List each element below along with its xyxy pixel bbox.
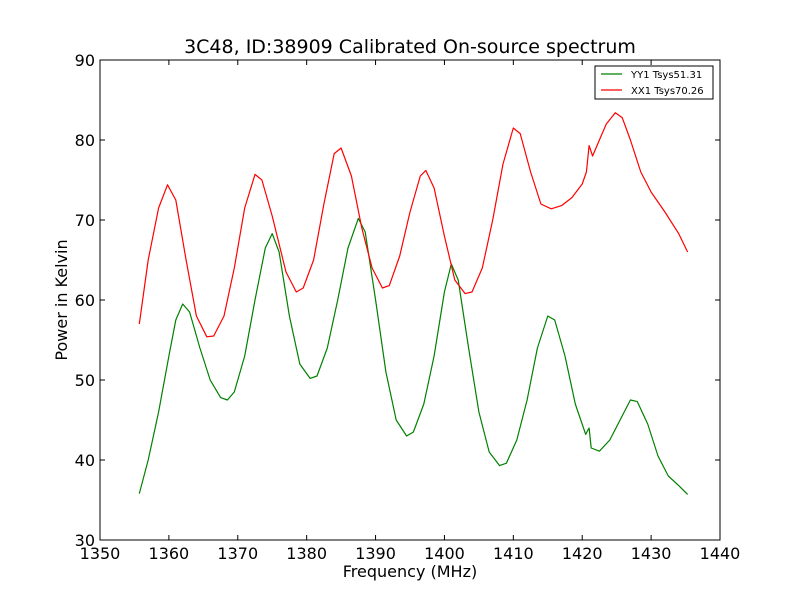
y-tick-label: 30: [75, 531, 95, 550]
y-axis-ticks: 30 40 50 60 70 80 90: [75, 51, 720, 550]
y-tick-label: 50: [75, 371, 95, 390]
y-axis-label: Power in Kelvin: [52, 239, 71, 360]
x-tick-label: 1420: [562, 544, 603, 563]
series-line-yy1: [138, 217, 689, 495]
x-tick-label: 1430: [631, 544, 672, 563]
legend-label-yy1: YY1 Tsys51.31: [630, 70, 702, 81]
y-tick-label: 60: [75, 291, 95, 310]
legend-label-xx1: XX1 Tsys70.26: [631, 86, 704, 97]
x-tick-label: 1360: [149, 544, 190, 563]
y-tick-label: 70: [75, 211, 95, 230]
x-tick-label: 1350: [80, 544, 121, 563]
x-tick-label: 1410: [493, 544, 534, 563]
chart-title: 3C48, ID:38909 Calibrated On-source spec…: [184, 36, 636, 58]
x-axis-label: Frequency (MHz): [343, 562, 477, 581]
x-axis-ticks: 1350 1360 1370 1380 1390 1400 1410 1420 1430 1440: [80, 60, 741, 563]
x-tick-label: 1390: [355, 544, 396, 563]
x-tick-label: 1370: [217, 544, 258, 563]
series-line-xx1: [138, 112, 689, 338]
y-tick-label: 80: [75, 131, 95, 150]
legend-box: [594, 65, 714, 100]
legend: YY1 Tsys51.31 XX1 Tsys70.26: [594, 65, 714, 100]
x-tick-label: 1400: [424, 544, 465, 563]
y-tick-label: 90: [75, 51, 95, 70]
y-tick-label: 40: [75, 451, 95, 470]
plot-area: [100, 60, 720, 540]
series-layer: [138, 112, 689, 495]
x-tick-label: 1440: [700, 544, 741, 563]
x-tick-label: 1380: [286, 544, 327, 563]
